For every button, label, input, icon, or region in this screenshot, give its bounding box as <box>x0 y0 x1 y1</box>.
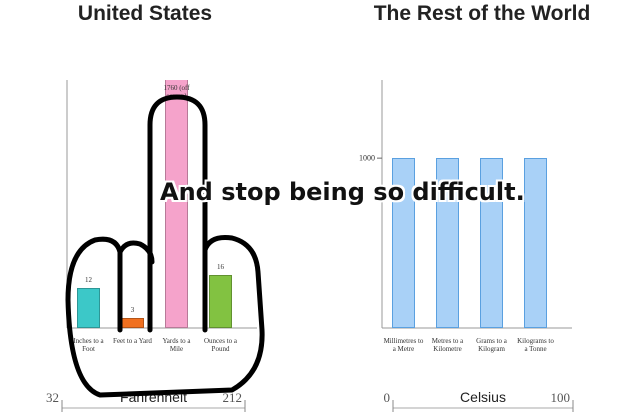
plot-area <box>382 80 582 328</box>
x-tick-label: Feet to a Yard <box>113 337 152 345</box>
x-tick-label: Ounces to a Pound <box>203 337 238 353</box>
caption: And stop being so difficult. <box>160 178 525 206</box>
hand-outline <box>65 94 265 398</box>
value-label: 16 <box>217 263 224 272</box>
x-tick-label: Metres to a Kilometre <box>431 337 464 353</box>
x-tick-label: Millimetres to a Metre <box>383 337 424 353</box>
bar <box>480 158 503 328</box>
chart-title: The Rest of the World <box>373 2 591 25</box>
bar <box>392 158 415 328</box>
bar <box>436 158 459 328</box>
scale-tick-label: 0 <box>383 390 391 405</box>
scale-tick-label: 32 <box>46 390 59 405</box>
bar <box>209 275 232 328</box>
scale-tick-label: 212 <box>222 390 243 405</box>
y-tick-label: 1000 <box>359 153 375 163</box>
x-tick-label: Kilograms to a Tonne <box>517 337 554 353</box>
bar <box>77 288 100 328</box>
plot-area <box>67 80 267 328</box>
x-tick-label: Inches to a Foot <box>73 337 104 353</box>
scale-tick-label: 100 <box>550 390 571 405</box>
scale-label: Celsius <box>460 389 506 405</box>
x-tick-label: Yards to a Mile <box>162 337 191 353</box>
value-label: 3 <box>130 306 135 315</box>
value-label: 12 <box>85 276 92 285</box>
x-tick-label: Grams to a Kilogram <box>476 337 507 353</box>
chart-title: United States <box>77 2 213 25</box>
bar <box>165 80 188 328</box>
bar <box>524 158 547 328</box>
